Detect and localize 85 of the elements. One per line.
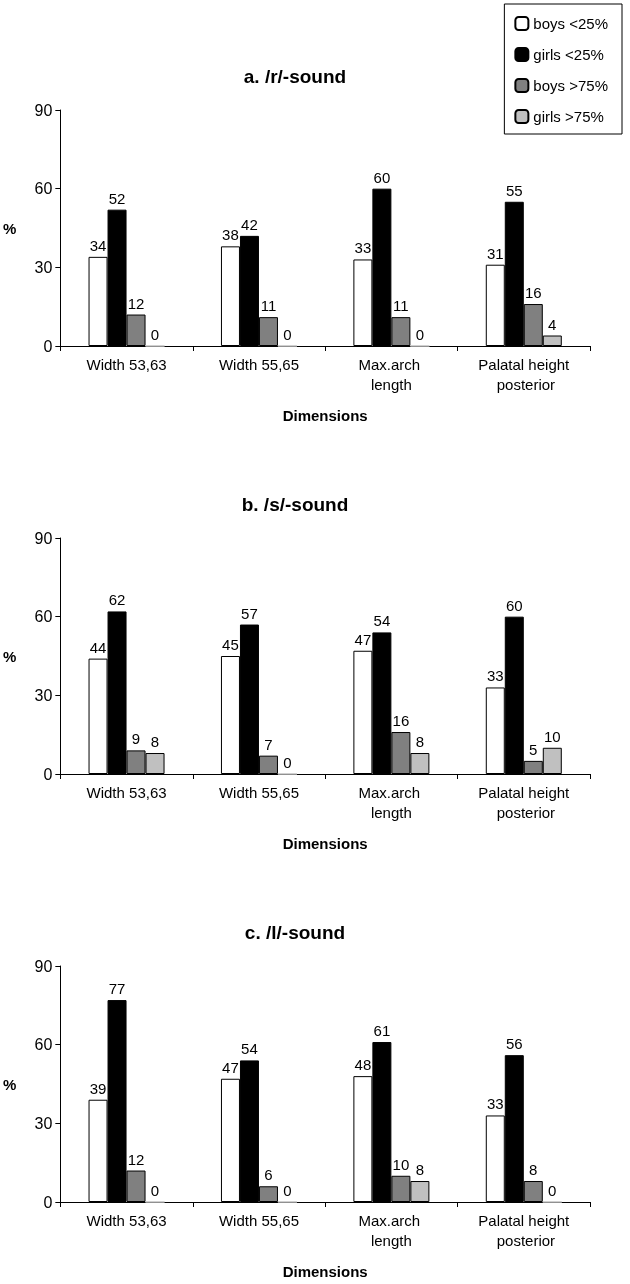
data-label: 6 <box>264 1166 273 1184</box>
data-label: 54 <box>373 612 391 630</box>
data-label: 60 <box>373 168 391 186</box>
x-tick-label: Palatal height posterior <box>478 783 571 821</box>
data-label: 45 <box>222 636 239 653</box>
x-tick-label: Max.arch length <box>358 355 425 393</box>
data-label: 42 <box>241 215 258 233</box>
data-label: 55 <box>505 181 523 199</box>
data-label: 33 <box>486 667 504 685</box>
data-label: 48 <box>354 1056 372 1074</box>
y-tick-label: 30 <box>34 258 53 276</box>
y-tick-label: 90 <box>34 957 53 975</box>
data-label: 7 <box>264 735 273 753</box>
data-label: 8 <box>529 1161 538 1179</box>
data-label: 9 <box>131 730 141 748</box>
data-label: 0 <box>548 1181 557 1199</box>
data-label: 38 <box>222 226 239 244</box>
x-tick-label: Max.arch length <box>358 783 425 821</box>
data-label: 33 <box>486 1095 504 1113</box>
data-label: 12 <box>127 1150 145 1168</box>
x-tick-label: Width 55,65 <box>218 1211 299 1229</box>
data-label: 31 <box>486 244 504 262</box>
data-label: 16 <box>524 284 542 302</box>
data-label: 44 <box>89 638 107 656</box>
data-label: 33 <box>354 239 372 257</box>
x-tick-label: Width 53,63 <box>86 355 167 373</box>
data-label: 56 <box>505 1035 523 1053</box>
data-label: 52 <box>108 189 126 207</box>
data-label: 11 <box>393 297 409 315</box>
x-tick-label: Width 55,65 <box>218 783 299 801</box>
y-axis-title: % <box>2 647 17 665</box>
data-label: 8 <box>415 733 425 751</box>
data-label: 10 <box>392 1155 410 1173</box>
legend-label: girls >75% <box>533 108 604 125</box>
y-tick-label: 0 <box>43 1193 53 1211</box>
data-label: 0 <box>415 325 425 343</box>
data-label: 8 <box>415 1161 425 1179</box>
data-label: 11 <box>260 297 277 315</box>
data-label: 4 <box>548 315 557 333</box>
legend-label: girls <25% <box>533 46 604 63</box>
data-label: 8 <box>150 733 160 751</box>
x-tick-label: Max.arch length <box>358 1211 425 1249</box>
data-label: 0 <box>150 325 160 343</box>
legend-label: boys >75% <box>533 77 609 94</box>
x-axis-title: Dimensions <box>282 1263 368 1280</box>
data-label: 61 <box>373 1022 391 1040</box>
x-tick-label: Width 55,65 <box>218 355 299 373</box>
y-tick-label: 0 <box>43 765 53 783</box>
data-label: 5 <box>529 740 538 758</box>
data-label: 10 <box>543 727 561 745</box>
data-label: 62 <box>108 591 126 609</box>
y-axis-title: % <box>2 1075 17 1093</box>
legend-label: boys <25% <box>533 15 609 32</box>
x-tick-label: Palatal height posterior <box>478 355 571 393</box>
data-label: 47 <box>222 1058 239 1076</box>
data-label: 0 <box>283 753 292 771</box>
data-label: 34 <box>89 236 107 254</box>
y-tick-label: 0 <box>43 337 53 355</box>
data-label: 0 <box>283 325 292 343</box>
y-tick-label: 90 <box>34 529 53 547</box>
data-label: 16 <box>392 712 410 730</box>
x-axis-title: Dimensions <box>282 407 368 424</box>
x-axis-title: Dimensions <box>282 835 368 852</box>
data-label: 47 <box>354 630 372 648</box>
y-tick-label: 90 <box>34 101 53 119</box>
x-tick-label: Width 53,63 <box>86 1211 167 1229</box>
data-label: 12 <box>127 294 145 312</box>
data-label: 0 <box>283 1181 292 1199</box>
chart-title: c. /l/-sound <box>244 922 346 943</box>
y-tick-label: 30 <box>34 1114 53 1132</box>
chart-title: a. /r/-sound <box>243 66 347 87</box>
y-tick-label: 30 <box>34 686 53 704</box>
data-label: 60 <box>505 596 523 614</box>
y-tick-label: 60 <box>34 1036 53 1054</box>
data-label: 54 <box>241 1040 258 1058</box>
y-tick-label: 60 <box>34 608 53 626</box>
y-tick-label: 60 <box>34 180 53 198</box>
data-label: 57 <box>241 604 258 622</box>
chart-title: b. /s/-sound <box>241 494 349 515</box>
data-label: 77 <box>108 980 126 998</box>
y-axis-title: % <box>2 219 17 237</box>
x-tick-label: Palatal height posterior <box>478 1211 571 1249</box>
x-tick-label: Width 53,63 <box>86 783 167 801</box>
data-label: 0 <box>150 1181 160 1199</box>
data-label: 39 <box>89 1079 107 1097</box>
